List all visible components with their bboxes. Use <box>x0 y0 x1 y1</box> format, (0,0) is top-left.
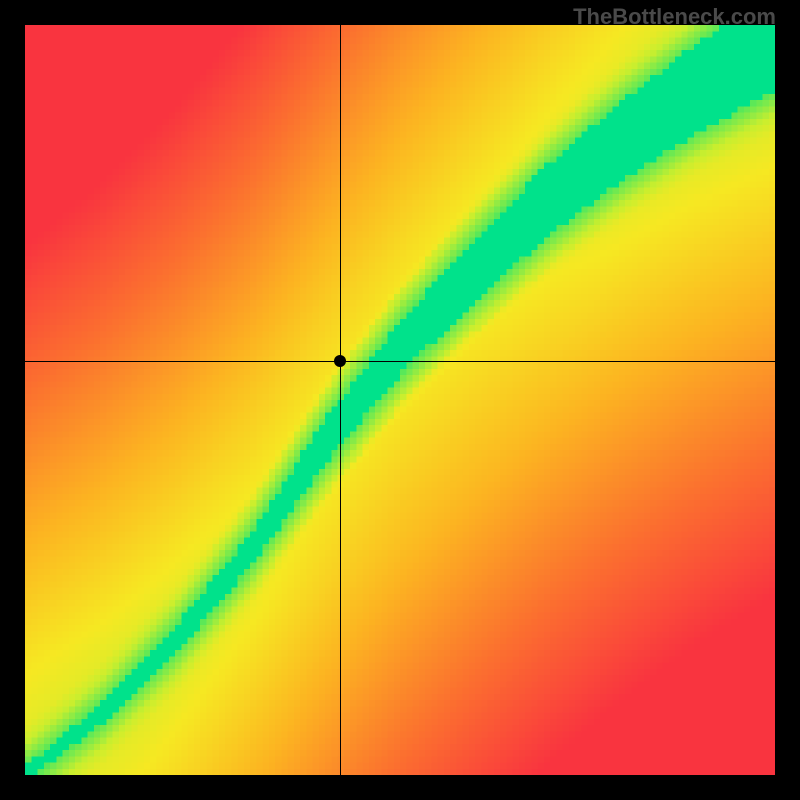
heatmap-canvas <box>25 25 775 775</box>
data-point-marker <box>334 355 346 367</box>
watermark-text: TheBottleneck.com <box>573 4 776 30</box>
crosshair-horizontal <box>25 361 775 362</box>
plot-area <box>25 25 775 775</box>
crosshair-vertical <box>340 25 341 775</box>
